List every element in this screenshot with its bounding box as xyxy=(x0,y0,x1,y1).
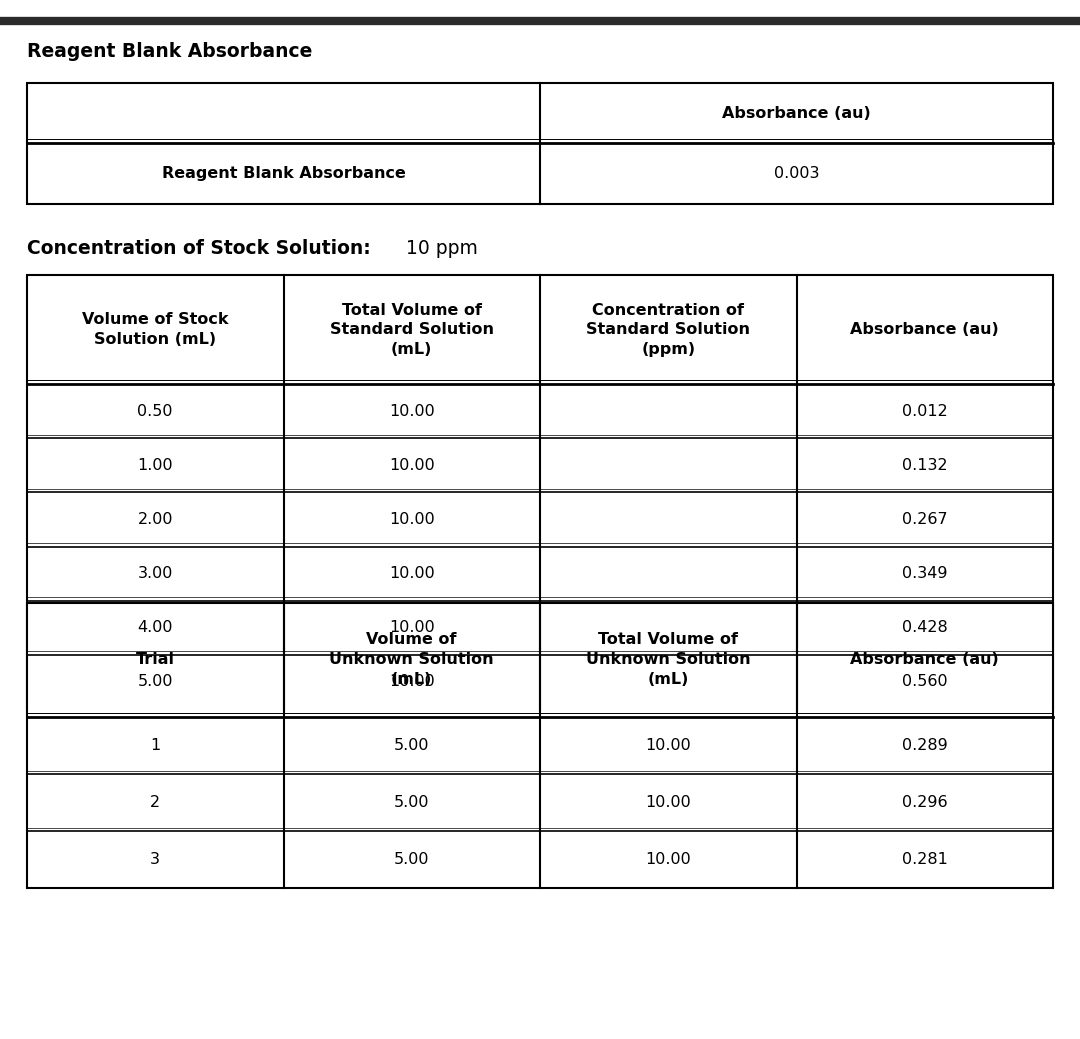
Text: 5.00: 5.00 xyxy=(394,795,430,810)
Text: 10.00: 10.00 xyxy=(389,404,434,419)
Text: 2.00: 2.00 xyxy=(137,512,173,527)
Text: 10.00: 10.00 xyxy=(646,852,691,868)
Text: 10.00: 10.00 xyxy=(389,566,434,581)
Text: Volume of
Unknown Solution
(mL): Volume of Unknown Solution (mL) xyxy=(329,633,494,687)
Text: 0.012: 0.012 xyxy=(902,404,947,419)
Text: 10.00: 10.00 xyxy=(646,795,691,810)
Text: 0.50: 0.50 xyxy=(137,404,173,419)
Text: 5.00: 5.00 xyxy=(137,674,173,689)
Text: Reagent Blank Absorbance: Reagent Blank Absorbance xyxy=(27,42,312,60)
Text: Concentration of
Standard Solution
(ppm): Concentration of Standard Solution (ppm) xyxy=(586,302,751,357)
Bar xyxy=(27,83,1053,204)
Text: 1: 1 xyxy=(150,738,160,753)
Text: Absorbance (au): Absorbance (au) xyxy=(850,322,999,338)
Text: 10.00: 10.00 xyxy=(389,458,434,473)
Bar xyxy=(27,275,1053,709)
Text: Reagent Blank Absorbance: Reagent Blank Absorbance xyxy=(162,166,405,181)
Text: 1.00: 1.00 xyxy=(137,458,173,473)
Text: 10.00: 10.00 xyxy=(389,620,434,635)
Text: Volume of Stock
Solution (mL): Volume of Stock Solution (mL) xyxy=(82,313,229,347)
Text: 0.289: 0.289 xyxy=(902,738,947,753)
Text: 10 ppm: 10 ppm xyxy=(400,239,477,258)
Text: 3: 3 xyxy=(150,852,160,868)
Text: 10.00: 10.00 xyxy=(389,512,434,527)
Text: 0.281: 0.281 xyxy=(902,852,947,868)
Text: 3.00: 3.00 xyxy=(137,566,173,581)
Bar xyxy=(27,603,1053,888)
Text: 10.00: 10.00 xyxy=(389,674,434,689)
Text: Absorbance (au): Absorbance (au) xyxy=(850,652,999,667)
Text: Total Volume of
Unknown Solution
(mL): Total Volume of Unknown Solution (mL) xyxy=(586,633,751,687)
Text: 4.00: 4.00 xyxy=(137,620,173,635)
Text: 0.296: 0.296 xyxy=(902,795,947,810)
Text: 5.00: 5.00 xyxy=(394,852,430,868)
Text: Trial: Trial xyxy=(136,652,175,667)
Text: 0.428: 0.428 xyxy=(902,620,947,635)
Text: Absorbance (au): Absorbance (au) xyxy=(723,106,870,121)
Text: 0.003: 0.003 xyxy=(773,166,820,181)
Text: Concentration of Stock Solution:: Concentration of Stock Solution: xyxy=(27,239,370,258)
Text: 5.00: 5.00 xyxy=(394,738,430,753)
Text: 0.349: 0.349 xyxy=(902,566,947,581)
Text: 10.00: 10.00 xyxy=(646,738,691,753)
Text: 2: 2 xyxy=(150,795,160,810)
Text: 0.560: 0.560 xyxy=(902,674,947,689)
Text: 0.267: 0.267 xyxy=(902,512,947,527)
Text: 0.132: 0.132 xyxy=(902,458,947,473)
Text: Total Volume of
Standard Solution
(mL): Total Volume of Standard Solution (mL) xyxy=(329,302,494,357)
